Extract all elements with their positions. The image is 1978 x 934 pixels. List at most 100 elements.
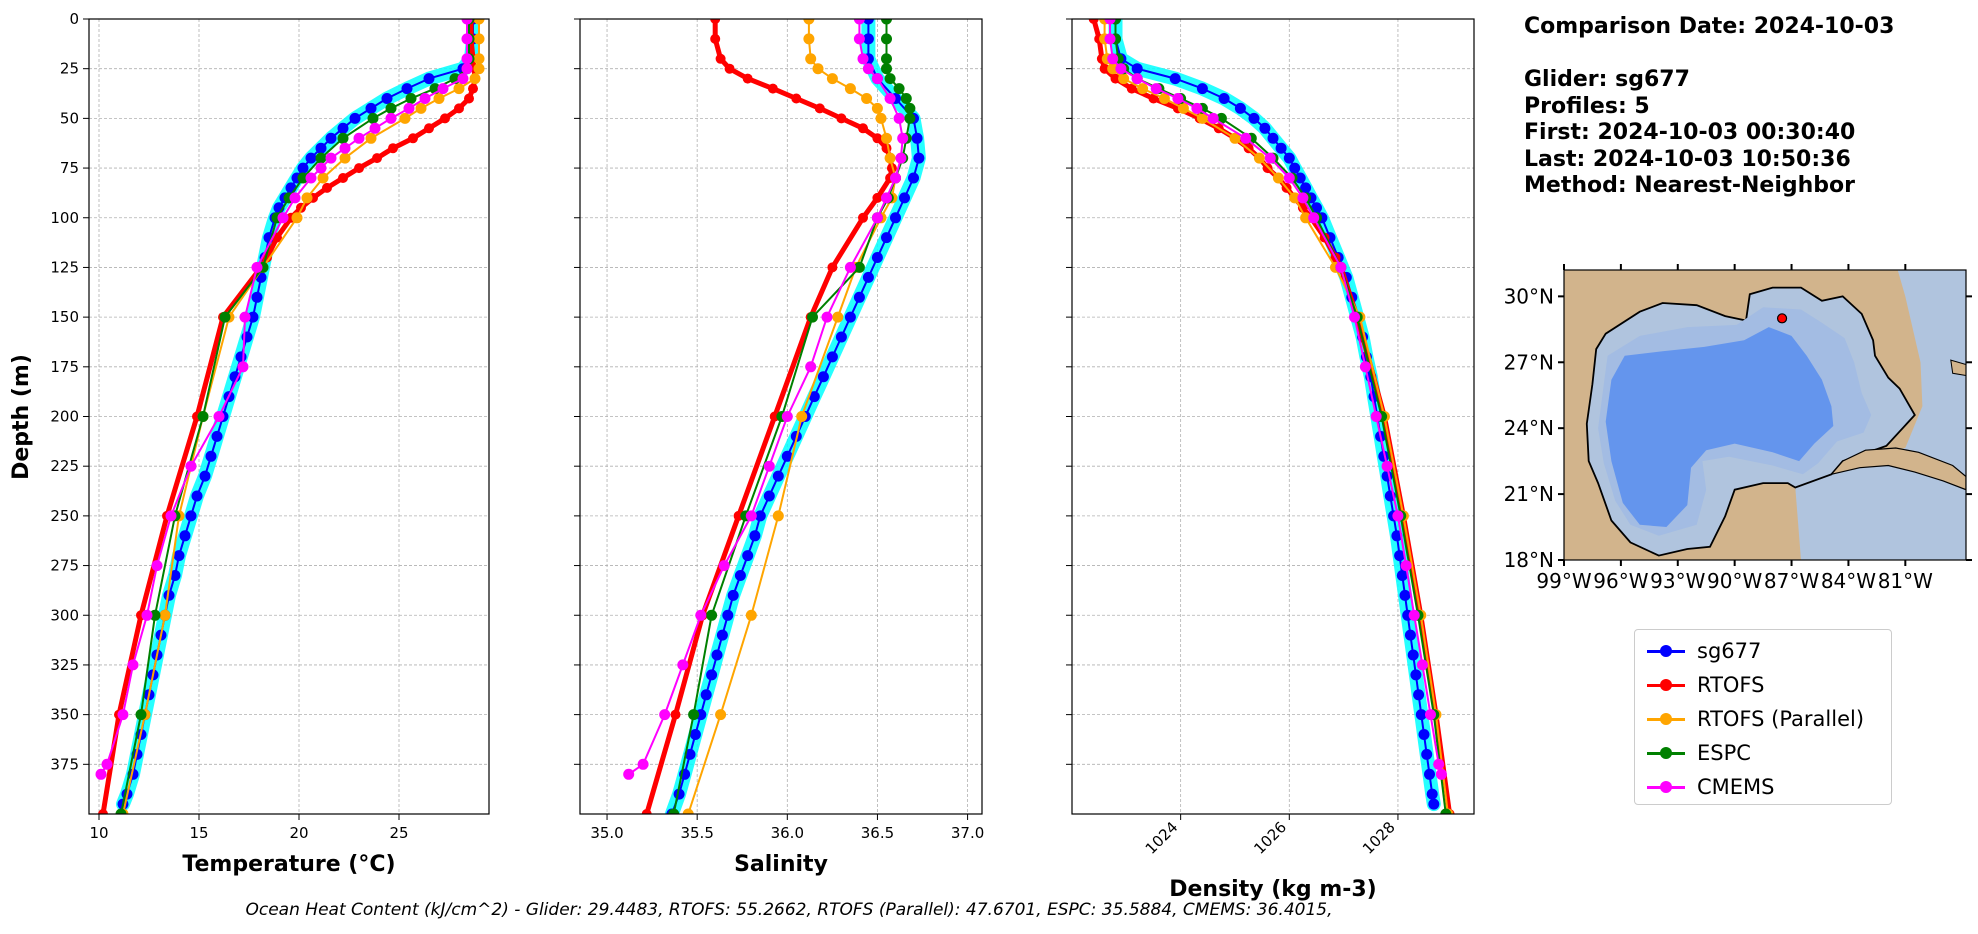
data-point [853,19,865,25]
data-point [305,152,317,164]
data-point [805,53,817,65]
data-point [365,132,377,144]
data-point [858,212,868,223]
data-point [1416,659,1428,671]
data-point [689,729,701,740]
x-tick-label: 36.5 [861,824,894,842]
data-point [1104,19,1116,25]
data-point [706,669,718,681]
density-panel: 1024 1026 1028 Density (kg m-3) [1066,18,1475,902]
data-point [464,93,474,104]
x-tick-label: 35.5 [680,824,713,842]
data-point [473,33,485,45]
data-point [469,73,481,85]
data-point [337,122,349,134]
data-point [807,311,818,323]
data-point [1391,530,1403,542]
data-point [1311,202,1322,214]
data-point [641,809,652,814]
data-point [415,102,427,114]
data-point [353,132,365,144]
y-tick-label: 50 [60,109,79,127]
y-tick-label: 375 [50,755,79,773]
series-line [122,19,474,805]
y-tick-label: 325 [50,656,79,674]
y-tick-label: 0 [69,10,79,28]
data-point [1104,33,1116,45]
data-point [715,709,727,721]
data-point [832,311,844,323]
series-rtofs [641,19,897,814]
data-point [315,162,327,174]
data-point [881,19,892,25]
data-point [817,371,829,383]
x-tick-label: 1024 [1142,818,1182,858]
data-point [1370,411,1382,422]
data-point [339,152,351,164]
data-point [827,262,838,273]
data-point [1399,589,1411,601]
data-point [101,758,113,770]
legend-label: ESPC [1697,741,1751,765]
data-point [399,112,411,124]
data-point [781,450,793,462]
x-tick-label: 35.0 [590,824,623,842]
data-point [684,748,696,760]
series-cmems [623,19,909,780]
data-point [862,271,874,283]
data-point [185,510,197,522]
data-point [835,331,847,343]
data-point [858,123,868,134]
data-point [853,291,865,303]
x-tick-label: 1028 [1359,818,1399,858]
deep-water [1605,327,1834,527]
data-point [297,172,309,184]
data-point [695,609,707,621]
y-tick-label: 250 [50,507,79,525]
data-point [199,470,211,482]
data-point [862,33,874,45]
data-point [237,361,249,373]
series-cmems [1104,19,1447,780]
data-point [814,103,825,114]
legend: sg677 RTOFS RTOFS (Parallel) ESPC CMEMS [1634,629,1892,805]
data-point [881,192,892,204]
data-point [169,570,181,581]
data-point [301,192,313,204]
data-point [715,53,726,64]
plot-area [95,19,485,814]
data-point [1191,102,1203,114]
data-point [718,560,730,572]
y-tick-label: 275 [50,557,79,575]
data-point [325,152,337,164]
y-tick-label: 200 [50,408,79,426]
data-point [317,172,329,184]
data-point [826,73,838,85]
glider-position-marker [1776,313,1788,324]
data-point [1148,93,1159,104]
data-point [711,649,723,661]
data-point [796,411,808,422]
series-espc [1110,19,1452,814]
data-point [159,609,171,621]
data-point [367,112,379,124]
data-point [749,530,761,542]
data-point [1099,63,1110,74]
data-point [163,589,175,601]
data-point [742,73,753,84]
data-point [1234,102,1246,114]
data-point [289,192,301,204]
data-point [745,609,757,621]
lat-label: 18°N [1504,548,1554,572]
data-point [861,93,873,104]
data-point [1300,182,1312,194]
data-point [881,232,892,244]
data-point [637,758,649,770]
caribbean-sea [1795,270,1966,560]
map-frame [1563,269,1967,561]
data-point [623,768,635,780]
data-point [908,172,919,184]
series-cmems [95,19,473,780]
data-point [1196,83,1208,95]
y-tick-label: 75 [60,159,79,177]
